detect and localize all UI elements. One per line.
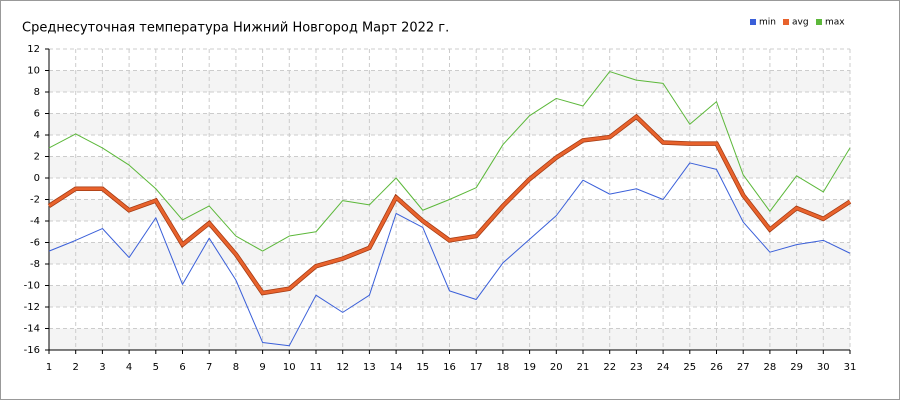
- band: [49, 70, 850, 92]
- x-tick-label: 14: [390, 362, 403, 373]
- y-tick-label: 8: [34, 87, 40, 98]
- x-tick-label: 30: [817, 362, 830, 373]
- band: [49, 156, 850, 178]
- series-line: [48, 162, 851, 347]
- legend-label: avg: [792, 18, 809, 28]
- x-tick-label: 17: [470, 362, 483, 373]
- y-tick-label: -12: [24, 302, 40, 313]
- x-tick-label: 24: [657, 362, 670, 373]
- x-tick-label: 1: [46, 362, 52, 373]
- legend-label: max: [825, 18, 845, 28]
- x-tick-label: 6: [179, 362, 185, 373]
- y-tick-label: -2: [30, 195, 40, 206]
- x-tick-label: 27: [737, 362, 750, 373]
- x-tick-label: 9: [259, 362, 265, 373]
- y-tick-label: 6: [34, 109, 40, 120]
- x-tick-label: 26: [710, 362, 723, 373]
- x-tick-label: 2: [73, 362, 79, 373]
- x-tick-label: 8: [233, 362, 239, 373]
- x-tick-label: 20: [550, 362, 563, 373]
- legend-swatch: [750, 19, 756, 25]
- band: [49, 113, 850, 135]
- series-line: [48, 71, 851, 252]
- legend-swatch: [783, 19, 789, 25]
- y-tick-label: -6: [30, 238, 40, 249]
- y-tick-label: 2: [34, 152, 40, 163]
- x-tick-label: 12: [336, 362, 349, 373]
- x-tick-label: 25: [683, 362, 696, 373]
- legend-label: min: [759, 18, 776, 28]
- x-tick-label: 15: [416, 362, 429, 373]
- y-tick-label: -8: [30, 259, 40, 270]
- x-tick-label: 31: [844, 362, 857, 373]
- x-tick-label: 16: [443, 362, 456, 373]
- y-tick-label: 10: [27, 66, 40, 77]
- x-tick-label: 13: [363, 362, 376, 373]
- x-tick-label: 29: [790, 362, 803, 373]
- legend-swatch: [816, 19, 822, 25]
- x-tick-label: 10: [283, 362, 296, 373]
- y-tick-label: 0: [34, 173, 40, 184]
- y-tick-label: -16: [24, 345, 40, 356]
- x-tick-label: 23: [630, 362, 643, 373]
- x-tick-label: 21: [577, 362, 590, 373]
- y-tick-label: -14: [24, 324, 40, 335]
- y-tick-label: 4: [34, 130, 40, 141]
- x-tick-label: 18: [497, 362, 510, 373]
- x-tick-label: 7: [206, 362, 212, 373]
- x-tick-label: 19: [523, 362, 536, 373]
- chart-title: Среднесуточная температура Нижний Новгор…: [22, 21, 449, 36]
- x-tick-label: 3: [99, 362, 105, 373]
- y-tick-label: -10: [24, 281, 40, 292]
- y-tick-label: 12: [27, 44, 40, 55]
- series-line: [48, 115, 851, 295]
- x-tick-label: 4: [126, 362, 132, 373]
- x-tick-label: 28: [764, 362, 777, 373]
- y-tick-label: -4: [30, 216, 40, 227]
- x-tick-label: 5: [153, 362, 159, 373]
- x-tick-label: 11: [310, 362, 323, 373]
- x-tick-label: 22: [603, 362, 616, 373]
